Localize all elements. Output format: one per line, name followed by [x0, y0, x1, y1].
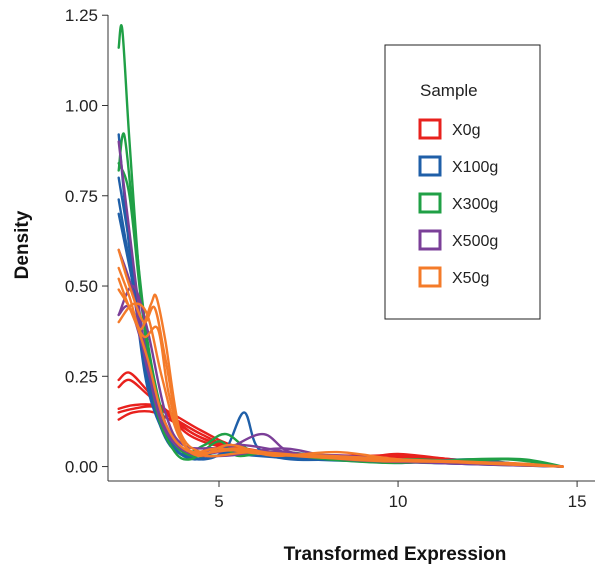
legend-label-x100g: X100g	[452, 159, 498, 176]
series-x50g	[117, 248, 564, 468]
legend-items: X0g X100g X300g X500g X50g	[418, 118, 498, 288]
legend-label-x0g: X0g	[452, 122, 480, 139]
legend-key-x300g	[418, 192, 442, 214]
y-axis-title: Density	[12, 210, 33, 279]
y-tick-label: 0.25	[65, 367, 98, 386]
axes	[107, 15, 595, 482]
legend-box	[384, 44, 541, 320]
y-tick-label: 0.75	[65, 187, 98, 206]
x-axis-title: Transformed Expression	[284, 544, 507, 565]
legend-title: Sample	[420, 81, 478, 100]
density-curves	[117, 24, 564, 468]
legend-label-x50g: X50g	[452, 270, 489, 287]
legend: Sample X0g X100g X300g X500g X50g	[384, 44, 541, 320]
density-line-x50g-5	[117, 288, 564, 468]
legend-label-x300g: X300g	[452, 196, 498, 213]
legend-key-x100g	[418, 155, 442, 177]
x-tick-label: 5	[214, 492, 223, 511]
y-tick-label: 1.00	[65, 96, 98, 115]
y-tick-label: 0.50	[65, 277, 98, 296]
x-tick-label: 15	[568, 492, 587, 511]
legend-key-x0g	[418, 118, 442, 140]
legend-key-x50g	[418, 266, 442, 288]
y-tick-label: 1.25	[65, 6, 98, 25]
x-tick-label: 10	[389, 492, 408, 511]
legend-label-x500g: X500g	[452, 233, 498, 250]
y-tick-label: 0.00	[65, 458, 98, 477]
legend-key-x500g	[418, 229, 442, 251]
ticks: 5 10 15 0.00 0.25 0.50 0.75 1.00 1.25	[65, 6, 587, 511]
